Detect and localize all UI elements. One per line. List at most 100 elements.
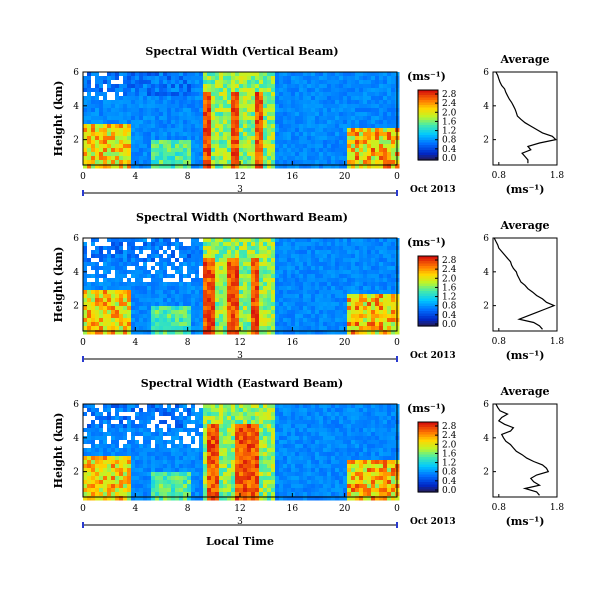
average-frame xyxy=(492,403,558,498)
x-tick-label: 0 xyxy=(394,172,400,182)
colorbar-tick-label: 2.0 xyxy=(442,274,457,284)
avg-y-tick-label: 2 xyxy=(483,468,489,478)
average-title: Average xyxy=(499,53,549,66)
avg-y-tick-label: 6 xyxy=(483,400,489,410)
colorbar-frame xyxy=(417,89,439,161)
colorbar-tick-label: 2.8 xyxy=(442,422,457,432)
average-profile-line xyxy=(495,403,550,496)
avg-x-tick-label: 0.8 xyxy=(492,171,507,181)
colorbar-tick-label: 0.0 xyxy=(442,486,457,496)
colorbar-tick-label: 0.0 xyxy=(442,154,457,164)
y-tick-label: 4 xyxy=(73,434,79,444)
x-tick-label: 8 xyxy=(185,504,191,514)
colorbar-tick-label: 2.4 xyxy=(442,265,457,275)
colorbar-frame xyxy=(417,421,439,493)
colorbar-frame xyxy=(417,255,439,327)
x-tick-label: 4 xyxy=(132,504,138,514)
colorbar-tick-label: 2.4 xyxy=(442,99,457,109)
date-label: Oct 2013 xyxy=(410,185,456,195)
avg-x-tick-label: 0.8 xyxy=(492,337,507,347)
colorbar-tick-label: 0.8 xyxy=(442,136,457,146)
avg-y-tick-label: 2 xyxy=(483,136,489,146)
x-tick-label: 8 xyxy=(185,172,191,182)
y-tick-label: 2 xyxy=(73,468,79,478)
y-tick-label: 6 xyxy=(73,234,79,244)
colorbar xyxy=(418,422,438,493)
colorbar-tick-label: 2.8 xyxy=(442,256,457,266)
avg-x-tick-label: 0.8 xyxy=(492,503,507,513)
y-tick-label: 2 xyxy=(73,302,79,312)
colorbar xyxy=(418,256,438,327)
colorbar-tick-label: 1.6 xyxy=(442,117,457,127)
date-label: Oct 2013 xyxy=(410,351,456,361)
x-tick-label: 20 xyxy=(339,338,351,348)
x-tick-label: 8 xyxy=(185,338,191,348)
day-marker: 3 xyxy=(237,517,243,527)
avg-x-tick-label: 1.8 xyxy=(550,171,565,181)
x-tick-label: 0 xyxy=(394,504,400,514)
colorbar-unit: (ms⁻¹) xyxy=(407,402,446,415)
colorbar-unit: (ms⁻¹) xyxy=(407,70,446,83)
colorbar-tick-label: 1.2 xyxy=(442,127,456,137)
average-profile-line xyxy=(493,237,556,330)
colorbar-tick-label: 0.0 xyxy=(442,320,457,330)
colorbar xyxy=(418,90,438,161)
y-axis-label: Height (km) xyxy=(52,413,65,489)
average-profile-line xyxy=(495,71,558,164)
avg-y-tick-label: 6 xyxy=(483,234,489,244)
date-label: Oct 2013 xyxy=(410,517,456,527)
x-tick-label: 20 xyxy=(339,172,351,182)
x-tick-label: 16 xyxy=(287,338,299,348)
colorbar-tick-label: 1.6 xyxy=(442,449,457,459)
y-tick-label: 4 xyxy=(73,268,79,278)
y-tick-label: 6 xyxy=(73,400,79,410)
colorbar-tick-label: 0.8 xyxy=(442,302,457,312)
avg-x-label: (ms⁻¹) xyxy=(506,183,545,196)
x-tick-label: 4 xyxy=(132,172,138,182)
colorbar-tick-label: 1.6 xyxy=(442,283,457,293)
y-tick-label: 4 xyxy=(73,102,79,112)
average-title: Average xyxy=(499,219,549,232)
x-axis-label: Local Time xyxy=(206,535,274,548)
x-tick-label: 0 xyxy=(80,504,86,514)
colorbar-tick-label: 0.4 xyxy=(442,145,457,155)
avg-y-tick-label: 2 xyxy=(483,302,489,312)
colorbar-tick-label: 2.4 xyxy=(442,431,457,441)
avg-y-tick-label: 4 xyxy=(483,268,489,278)
colorbar-tick-label: 1.2 xyxy=(442,293,456,303)
day-marker: 3 xyxy=(237,185,243,195)
y-tick-label: 2 xyxy=(73,136,79,146)
x-tick-label: 16 xyxy=(287,504,299,514)
x-tick-label: 12 xyxy=(234,172,245,182)
x-tick-label: 0 xyxy=(80,338,86,348)
y-tick-label: 6 xyxy=(73,68,79,78)
avg-x-label: (ms⁻¹) xyxy=(506,349,545,362)
heatmap-cells xyxy=(83,404,400,501)
y-axis-label: Height (km) xyxy=(52,81,65,157)
colorbar-tick-label: 2.8 xyxy=(442,90,457,100)
x-tick-label: 16 xyxy=(287,172,299,182)
colorbar-tick-label: 0.8 xyxy=(442,468,457,478)
chart-title: Spectral Width (Northward Beam) xyxy=(136,211,348,224)
chart-title: Spectral Width (Vertical Beam) xyxy=(145,45,338,58)
x-tick-label: 20 xyxy=(339,504,351,514)
colorbar-tick-label: 2.0 xyxy=(442,108,457,118)
x-tick-label: 4 xyxy=(132,338,138,348)
avg-y-tick-label: 4 xyxy=(483,102,489,112)
colorbar-tick-label: 1.2 xyxy=(442,459,456,469)
avg-y-tick-label: 4 xyxy=(483,434,489,444)
heatmap-cells xyxy=(83,72,400,169)
x-tick-label: 12 xyxy=(234,504,245,514)
heatmap-cells xyxy=(83,238,400,335)
x-tick-label: 0 xyxy=(394,338,400,348)
chart-title: Spectral Width (Eastward Beam) xyxy=(141,377,343,390)
day-marker: 3 xyxy=(237,351,243,361)
avg-y-tick-label: 6 xyxy=(483,68,489,78)
colorbar-tick-label: 0.4 xyxy=(442,477,457,487)
colorbar-tick-label: 0.4 xyxy=(442,311,457,321)
y-axis-label: Height (km) xyxy=(52,247,65,323)
